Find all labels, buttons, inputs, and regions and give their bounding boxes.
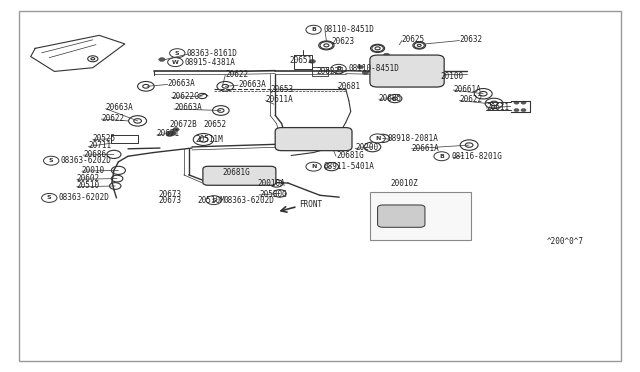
Text: 20010A: 20010A (257, 179, 285, 187)
Circle shape (44, 156, 59, 165)
Text: 20010: 20010 (82, 166, 105, 175)
FancyBboxPatch shape (378, 205, 425, 227)
Text: 20622: 20622 (225, 70, 248, 79)
Text: 20510M: 20510M (197, 196, 225, 205)
Text: 20510: 20510 (77, 182, 100, 190)
Text: B: B (336, 66, 341, 71)
FancyBboxPatch shape (203, 166, 276, 185)
Text: 20663A: 20663A (238, 80, 266, 89)
Text: 20623: 20623 (332, 37, 355, 46)
Circle shape (42, 193, 57, 202)
Text: 08911-5401A: 08911-5401A (323, 162, 374, 171)
Text: 20663A: 20663A (174, 103, 202, 112)
Text: 20663A: 20663A (106, 103, 133, 112)
Text: 20525: 20525 (93, 134, 116, 143)
Circle shape (306, 162, 321, 171)
Text: 20685: 20685 (379, 94, 402, 103)
Text: 20625: 20625 (402, 35, 425, 44)
Text: 20511M: 20511M (195, 135, 223, 144)
Circle shape (306, 25, 321, 34)
Text: 20671: 20671 (157, 129, 180, 138)
Text: 08110-8451D: 08110-8451D (323, 25, 374, 34)
Circle shape (370, 134, 385, 143)
Text: 20611A: 20611A (266, 95, 293, 104)
Circle shape (362, 71, 369, 74)
Circle shape (514, 109, 519, 112)
Circle shape (420, 209, 444, 223)
Text: W: W (172, 60, 179, 65)
Circle shape (159, 58, 165, 61)
Circle shape (429, 215, 435, 218)
Text: 08363-8161D: 08363-8161D (187, 49, 237, 58)
Text: 20663A: 20663A (168, 79, 195, 88)
Text: S: S (47, 195, 52, 201)
Circle shape (166, 133, 173, 137)
Circle shape (309, 60, 316, 63)
Text: 20673: 20673 (159, 196, 182, 205)
Text: 20622C: 20622C (172, 92, 199, 101)
Text: 20672B: 20672B (170, 120, 197, 129)
Text: B: B (311, 27, 316, 32)
Text: 20681: 20681 (338, 82, 361, 91)
Text: 20681G: 20681G (223, 169, 250, 177)
Circle shape (170, 49, 185, 58)
Text: B: B (439, 154, 444, 159)
Text: 08363-6202D: 08363-6202D (61, 156, 111, 165)
Text: 20010Z: 20010Z (390, 179, 418, 187)
Text: 20653: 20653 (270, 85, 293, 94)
Text: 08363-6202D: 08363-6202D (59, 193, 109, 202)
Circle shape (514, 101, 519, 104)
Text: 20100: 20100 (440, 72, 463, 81)
Text: 20661A: 20661A (412, 144, 439, 153)
Text: 20622J: 20622J (317, 67, 344, 76)
Text: 20530G: 20530G (259, 190, 287, 199)
Circle shape (168, 58, 183, 67)
Text: FRONT: FRONT (300, 200, 323, 209)
Text: 20661A: 20661A (453, 85, 481, 94)
Text: 20651: 20651 (290, 56, 313, 65)
Circle shape (521, 109, 526, 112)
Text: 20602: 20602 (77, 174, 100, 183)
Text: 20622: 20622 (101, 114, 124, 123)
Text: 20686: 20686 (83, 150, 106, 159)
Text: 20611: 20611 (486, 103, 509, 112)
Text: 20681G: 20681G (336, 151, 364, 160)
Text: 20632: 20632 (460, 35, 483, 44)
Text: N: N (311, 164, 316, 169)
FancyBboxPatch shape (275, 128, 352, 151)
Text: 20673: 20673 (159, 190, 182, 199)
Text: 08363-6202D: 08363-6202D (223, 196, 274, 205)
Circle shape (331, 64, 346, 73)
Text: 08915-4381A: 08915-4381A (185, 58, 236, 67)
Circle shape (167, 131, 176, 136)
Text: 20652: 20652 (204, 120, 227, 129)
Circle shape (383, 53, 390, 57)
Text: S: S (49, 158, 54, 163)
FancyBboxPatch shape (370, 55, 444, 87)
Text: 20200: 20200 (355, 143, 378, 152)
Circle shape (434, 152, 449, 161)
Text: S: S (211, 198, 216, 203)
Bar (370, 192, 471, 240)
Text: 20622: 20622 (460, 95, 483, 104)
Text: 08918-2081A: 08918-2081A (387, 134, 438, 143)
Text: S: S (175, 51, 180, 56)
Text: 08116-8201G: 08116-8201G (451, 152, 502, 161)
Circle shape (206, 196, 221, 205)
Text: ^200^0^7: ^200^0^7 (547, 237, 584, 246)
Text: 20711: 20711 (88, 141, 111, 150)
Text: N: N (375, 136, 380, 141)
Circle shape (521, 101, 526, 104)
Circle shape (357, 65, 364, 69)
Text: 08110-8451D: 08110-8451D (348, 64, 399, 73)
Circle shape (173, 128, 179, 131)
